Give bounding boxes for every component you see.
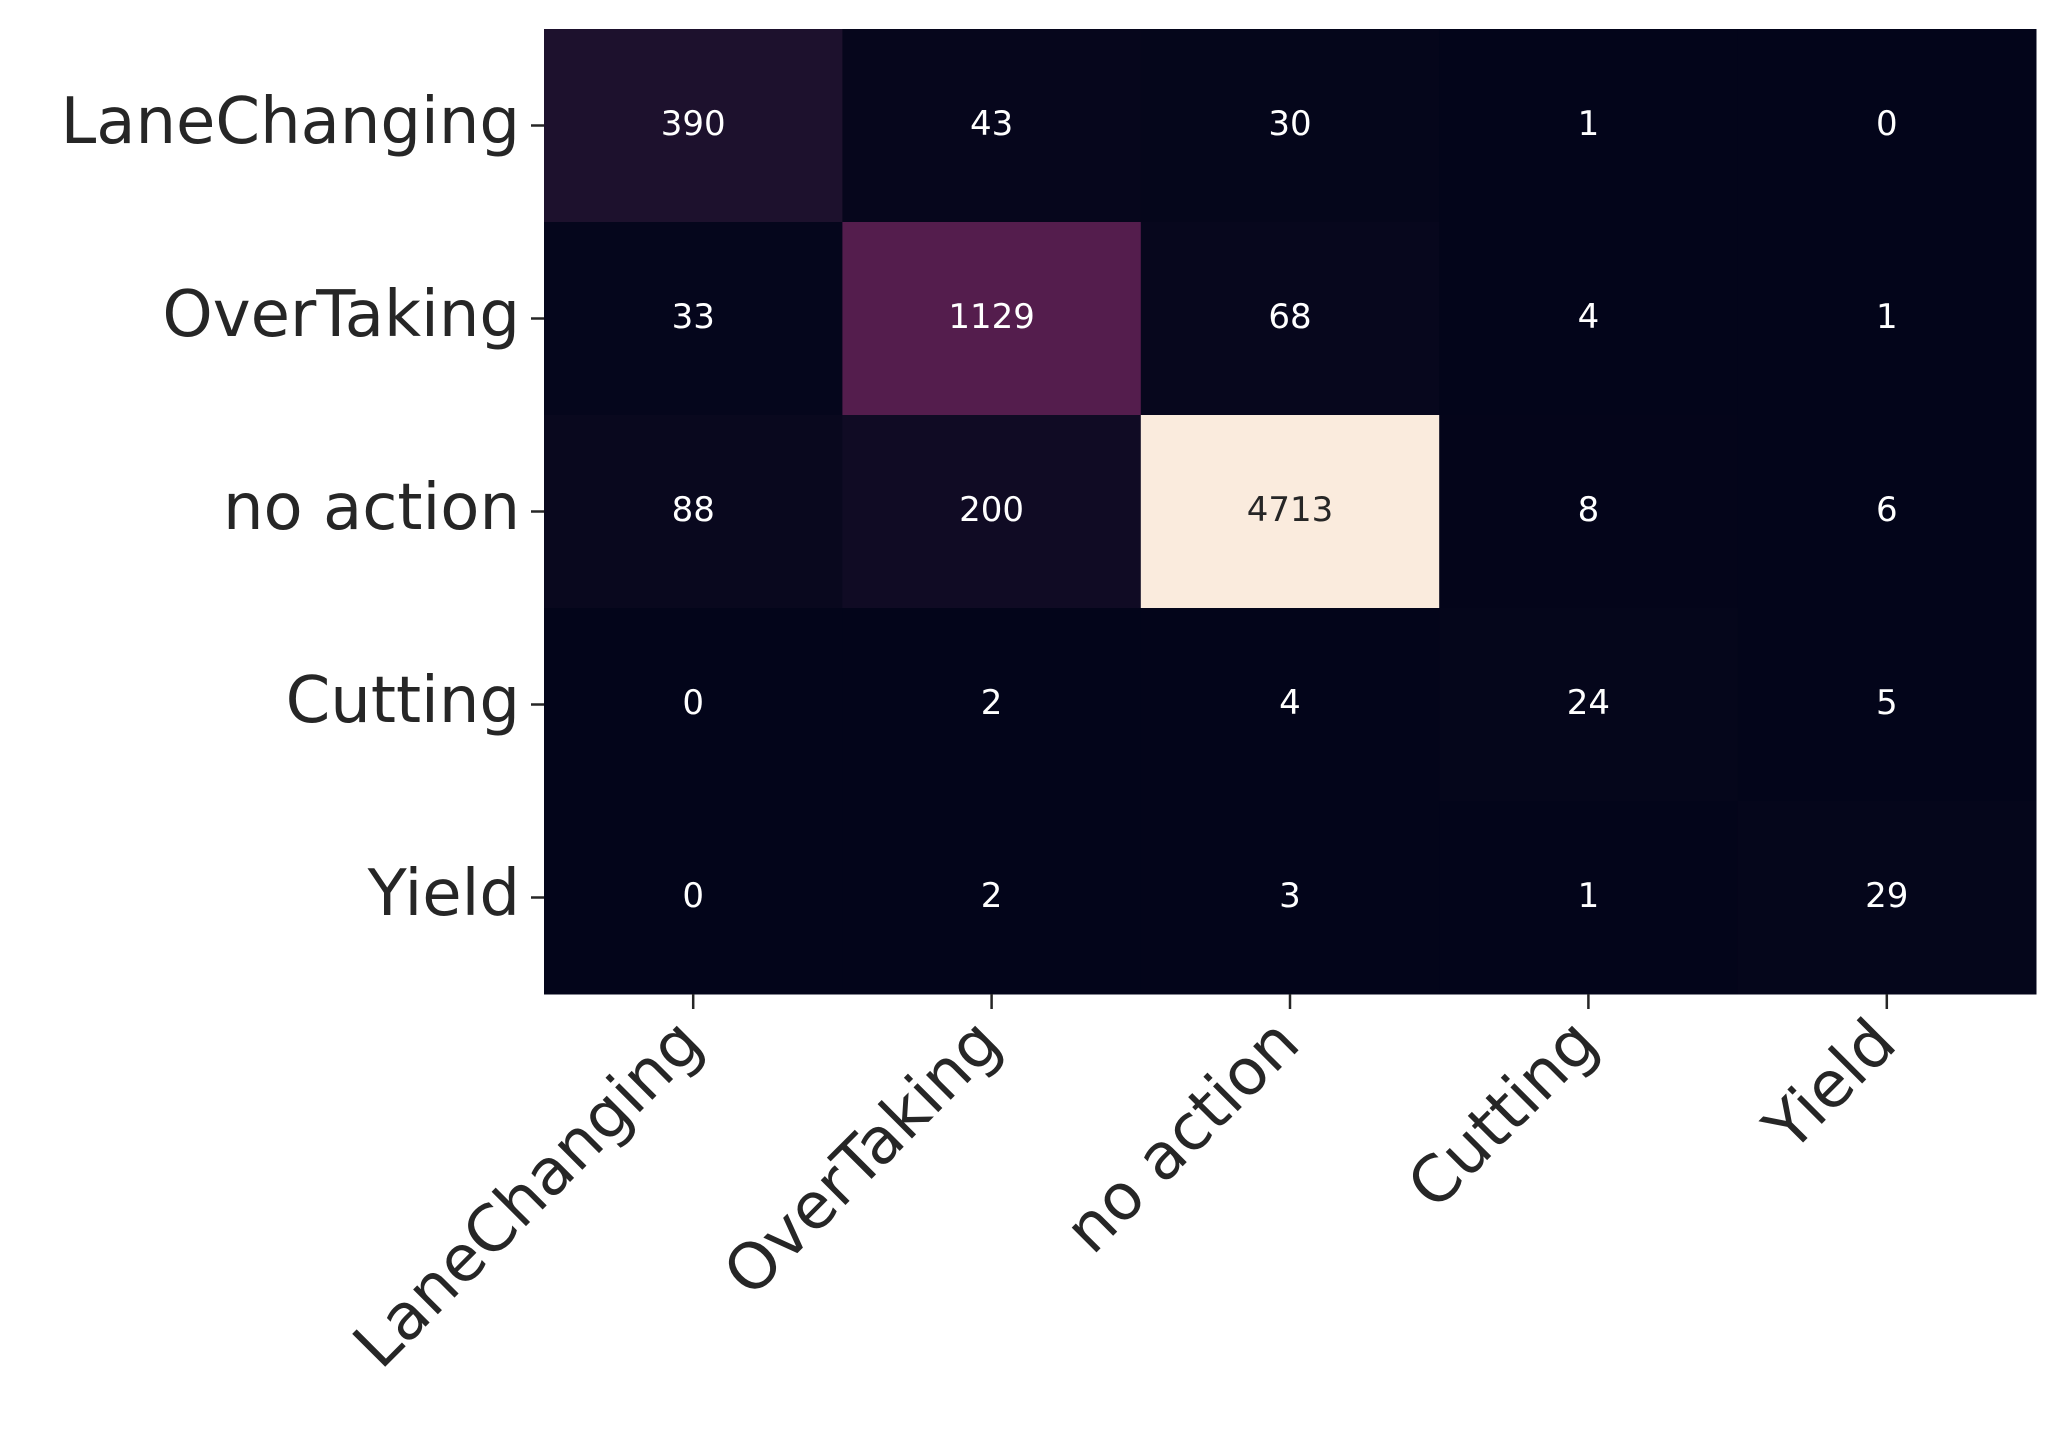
cell-label: 0 [1876, 104, 1898, 144]
heatmap-cell [1737, 415, 2037, 609]
heatmap-cell [544, 222, 843, 416]
heatmap-cell [1737, 29, 2037, 223]
y-tick-label: no action [223, 471, 520, 545]
y-tick-label: Yield [367, 857, 520, 931]
cell-label: 3 [1279, 876, 1301, 916]
heatmap-cell [842, 415, 1142, 609]
x-tick-label: Cutting [1394, 1005, 1612, 1223]
cell-label: 390 [661, 104, 726, 144]
cell-label: 33 [672, 297, 715, 337]
x-tick-label: no action [1051, 1005, 1313, 1267]
heatmap-cell [842, 222, 1142, 416]
heatmap-cell [1140, 415, 1440, 609]
cell-label: 88 [672, 490, 715, 530]
heatmap-cell [1737, 801, 2037, 995]
cell-label: 68 [1268, 297, 1311, 337]
cell-label: 8 [1578, 490, 1600, 530]
heatmap-cell [842, 801, 1142, 995]
cell-label: 200 [959, 490, 1024, 530]
heatmap-cell [1737, 608, 2037, 802]
heatmap-cell [1140, 608, 1440, 802]
cell-label: 2 [981, 876, 1003, 916]
heatmap-cell [544, 801, 843, 995]
heatmap-cell [544, 608, 843, 802]
cell-label: 6 [1876, 490, 1898, 530]
x-tick-label: LaneChanging [340, 1005, 717, 1382]
y-tick-label: Cutting [286, 664, 520, 738]
cell-label: 1 [1578, 104, 1600, 144]
x-tick-label: Yield [1750, 1005, 1911, 1166]
heatmap-cell [842, 608, 1142, 802]
heatmap-cell [1140, 801, 1440, 995]
cell-label: 4 [1578, 297, 1600, 337]
cell-label: 4713 [1247, 490, 1334, 530]
cell-label: 1 [1876, 297, 1898, 337]
cell-label: 1 [1578, 876, 1600, 916]
heatmap-cell [1737, 222, 2037, 416]
x-tick-label: OverTaking [710, 1005, 1015, 1310]
cell-label: 30 [1268, 104, 1311, 144]
heatmap-cell [1439, 29, 1739, 223]
cell-label: 0 [682, 683, 704, 723]
heatmap-cell [1140, 222, 1440, 416]
heatmap-cell [842, 29, 1142, 223]
y-tick-label: OverTaking [162, 278, 520, 352]
cell-label: 5 [1876, 683, 1898, 723]
cell-label: 2 [981, 683, 1003, 723]
y-tick-label: LaneChanging [61, 85, 520, 159]
cell-label: 43 [970, 104, 1013, 144]
cell-label: 4 [1279, 683, 1301, 723]
cell-label: 1129 [948, 297, 1035, 337]
heatmap-cell [1439, 415, 1739, 609]
heatmap-cell [1439, 608, 1739, 802]
cell-label: 29 [1865, 876, 1908, 916]
heatmap-cell [1439, 801, 1739, 995]
heatmap-cell [544, 415, 843, 609]
cell-label: 0 [682, 876, 704, 916]
heatmap-cell [1140, 29, 1440, 223]
cell-label: 24 [1567, 683, 1610, 723]
heatmap-cell [544, 29, 843, 223]
heatmap-cell [1439, 222, 1739, 416]
